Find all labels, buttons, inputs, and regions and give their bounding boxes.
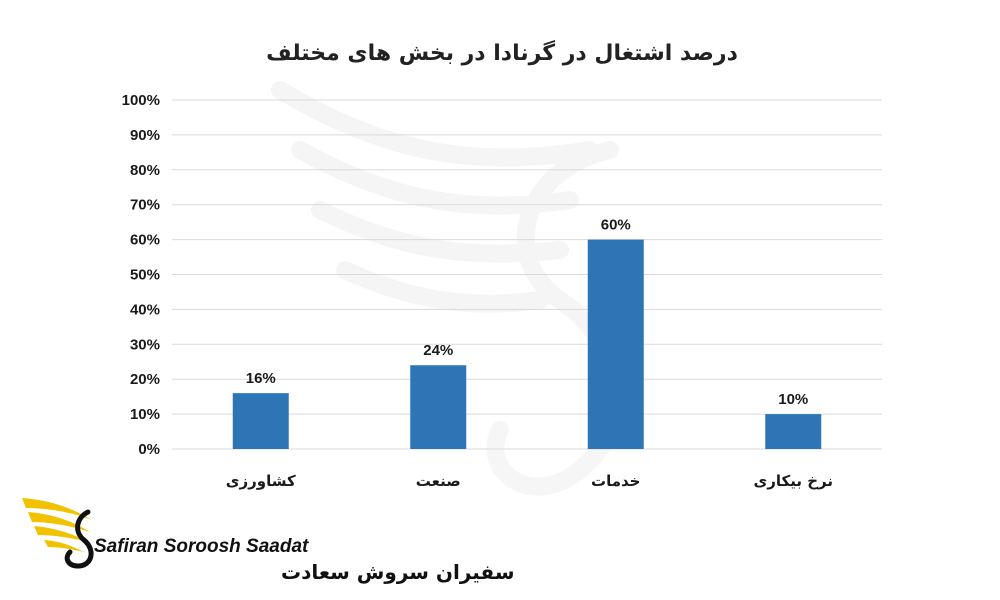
bar bbox=[765, 414, 822, 449]
y-tick-label: 50% bbox=[130, 267, 160, 284]
x-tick-label: خدمات bbox=[591, 472, 640, 490]
y-tick-label: 90% bbox=[130, 127, 160, 144]
y-tick-label: 20% bbox=[130, 371, 160, 388]
y-tick-label: 10% bbox=[130, 406, 160, 423]
golden-wing-icon bbox=[22, 498, 94, 569]
y-axis: 0% 10% 20% 30% 40% 50% 60% 70% 80% 90% 100% bbox=[122, 92, 160, 458]
x-tick-label: صنعت bbox=[416, 472, 461, 490]
x-axis: کشاورزی صنعت خدمات نرخ بیکاری bbox=[226, 472, 833, 490]
chart-title: درصد اشتغال در گرنادا در بخش های مختلف bbox=[266, 39, 738, 66]
data-label: 10% bbox=[778, 391, 808, 408]
bar bbox=[410, 365, 467, 449]
bars bbox=[232, 239, 822, 449]
data-label: 60% bbox=[601, 217, 631, 234]
brand-name-fa: سفیران سروش سعادت bbox=[281, 560, 515, 584]
data-label: 24% bbox=[423, 342, 453, 359]
data-label: 16% bbox=[246, 370, 276, 387]
y-tick-label: 100% bbox=[122, 92, 160, 109]
x-tick-label: نرخ بیکاری bbox=[754, 472, 834, 490]
brand-name-en: Safiran Soroosh Saadat bbox=[94, 536, 309, 557]
gridlines bbox=[172, 99, 882, 450]
y-tick-label: 40% bbox=[130, 301, 160, 318]
x-tick-label: کشاورزی bbox=[226, 472, 296, 490]
y-tick-label: 80% bbox=[130, 162, 160, 179]
y-tick-label: 70% bbox=[130, 197, 160, 214]
data-labels: 16% 24% 60% 10% bbox=[246, 217, 809, 409]
y-tick-label: 0% bbox=[138, 441, 160, 458]
bar bbox=[232, 393, 289, 449]
y-tick-label: 60% bbox=[130, 232, 160, 249]
y-tick-label: 30% bbox=[130, 336, 160, 353]
bar bbox=[587, 239, 644, 449]
